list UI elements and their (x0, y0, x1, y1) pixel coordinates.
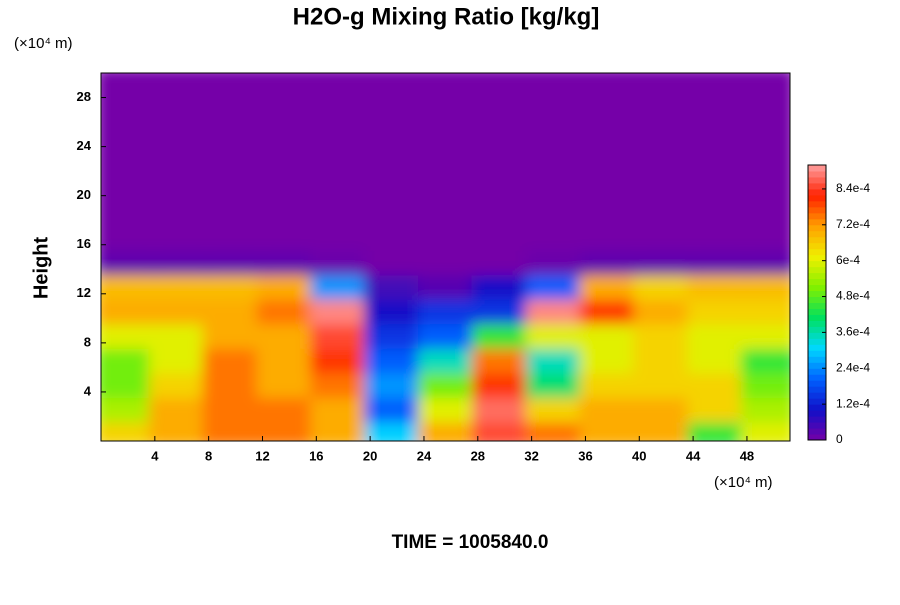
colorbar-tick-label: 1.2e-4 (836, 396, 870, 410)
x-unit: (×10⁴ m) (714, 474, 773, 491)
colorbar-step (808, 344, 826, 351)
colorbar-step (808, 236, 826, 244)
colorbar-tick-label: 3.6e-4 (836, 325, 870, 339)
colorbar-tick-label: 4.8e-4 (836, 289, 870, 303)
colorbar-step (808, 410, 826, 417)
y-tick-label: 28 (77, 89, 91, 104)
colorbar-step (808, 320, 826, 327)
colorbar-step (808, 308, 826, 315)
y-unit: (×10⁴ m) (14, 35, 73, 52)
colorbar-step (808, 224, 826, 232)
colorbar-step (808, 272, 826, 280)
colorbar-step (808, 296, 826, 303)
field (101, 73, 790, 441)
colorbar-step (808, 416, 826, 423)
colorbar-step (808, 176, 826, 184)
colorbar-step (808, 260, 826, 268)
colorbar-step (808, 302, 826, 309)
colorbar-frame (807, 164, 827, 441)
y-tick-label: 4 (84, 383, 92, 398)
colorbar-step (808, 278, 826, 286)
colorbar-step (808, 422, 826, 429)
y-axis-label: Height (30, 237, 52, 300)
colorbar-step (808, 165, 826, 172)
colorbar-tick-label: 0 (836, 432, 843, 446)
colorbar-step (808, 284, 826, 292)
x-tick-label: 40 (632, 448, 646, 463)
x-tick-label: 28 (471, 448, 485, 463)
x-tick-label: 8 (205, 448, 212, 463)
colorbar-step (808, 386, 826, 393)
x-tick-label: 4 (151, 448, 159, 463)
colorbar-step (808, 242, 826, 250)
y-tick-label: 16 (77, 236, 91, 251)
colorbar-step (808, 398, 826, 405)
colorbar-step (808, 368, 826, 375)
x-tick-label: 48 (740, 448, 754, 463)
x-tick-label: 36 (578, 448, 592, 463)
colorbar-step (808, 248, 826, 256)
field-cells (101, 73, 790, 441)
x-tick-label: 32 (524, 448, 538, 463)
colorbar-step (808, 290, 826, 298)
colorbar-step (808, 404, 826, 411)
colorbar-step (808, 362, 826, 369)
colorbar-step (808, 170, 826, 178)
colorbar-step (808, 218, 826, 226)
colorbar-step (808, 194, 826, 202)
colorbar-step (808, 326, 826, 333)
y-tick-label: 8 (84, 334, 91, 349)
colorbar-step (808, 206, 826, 214)
colorbar-step (808, 356, 826, 363)
colorbar-step (808, 392, 826, 399)
colorbar-tick-label: 2.4e-4 (836, 360, 870, 374)
x-tick-label: 44 (686, 448, 701, 463)
colorbar-step (808, 212, 826, 220)
time-label: TIME = 1005840.0 (392, 532, 549, 553)
colorbar-step (808, 266, 826, 274)
y-tick-label: 24 (77, 138, 92, 153)
colorbar-step (808, 332, 826, 339)
y-tick-label: 20 (77, 187, 91, 202)
colorbar-step (808, 350, 826, 357)
colorbar-tick-label: 8.4e-4 (836, 181, 870, 195)
plot-frame (100, 72, 791, 442)
colorbar-step (808, 380, 826, 387)
colorbar-step (808, 182, 826, 190)
colorbar-step (808, 428, 826, 435)
colorbar-step (808, 374, 826, 381)
y-tick-label: 12 (77, 285, 91, 300)
x-tick-label: 24 (417, 448, 432, 463)
colorbar-step (808, 188, 826, 196)
x-tick-label: 20 (363, 448, 377, 463)
colorbar: 0 1.2e-4 2.4e-4 3.6e-4 4.8e-4 6e-4 7.2e-4 8.4e-… (807, 164, 870, 446)
colorbar-step (808, 434, 826, 441)
colorbar-tick-label: 6e-4 (836, 253, 860, 267)
colorbar-step (808, 230, 826, 238)
colorbar-step (808, 200, 826, 208)
colorbar-tick-label: 7.2e-4 (836, 217, 870, 231)
colorbar-step (808, 254, 826, 262)
x-tick-label: 12 (255, 448, 269, 463)
x-tick-label: 16 (309, 448, 323, 463)
cell (740, 73, 790, 104)
colorbar-step (808, 338, 826, 345)
chart-title: H2O-g Mixing Ratio [kg/kg] (293, 3, 600, 30)
colorbar-step (808, 314, 826, 321)
